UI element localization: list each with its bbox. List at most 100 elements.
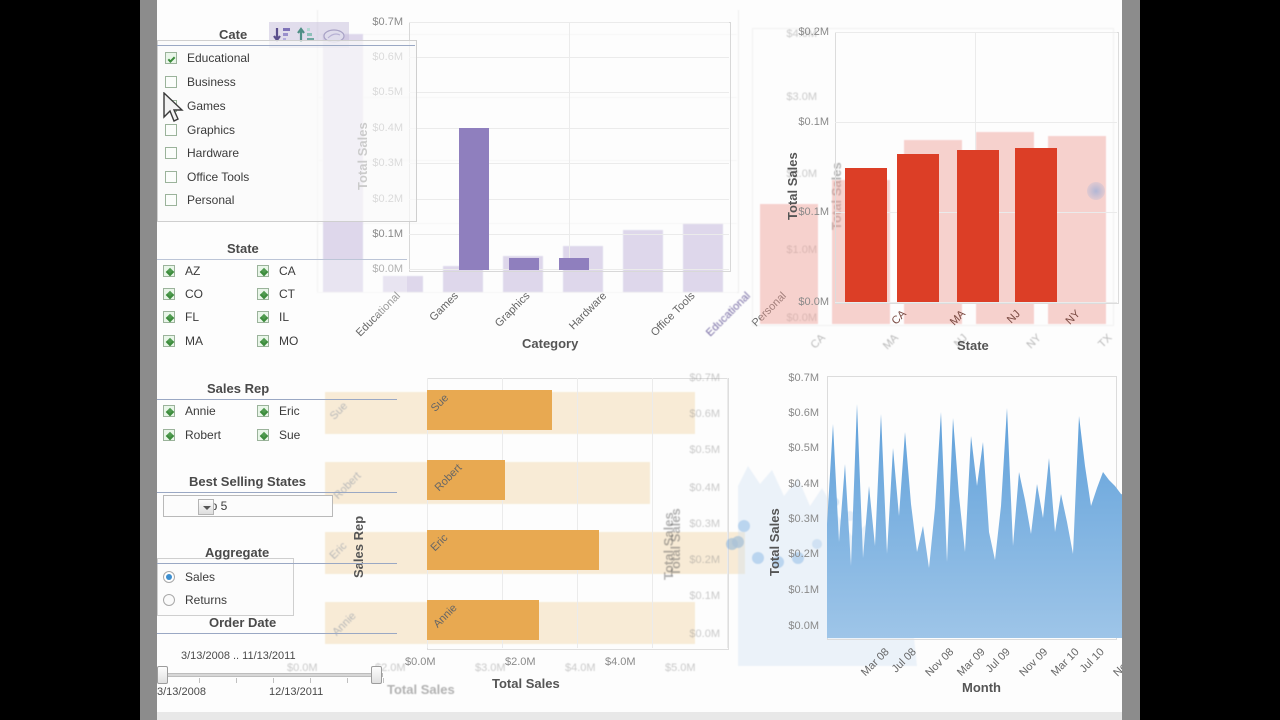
ytick-state-1b: $0.1M: [798, 206, 829, 218]
checkbox-educational[interactable]: [165, 52, 177, 64]
xtick-mo-4: Jul 09: [983, 646, 1013, 676]
ytick-back-cat-3: $3.0M: [786, 91, 817, 103]
xaxis-title-back-salesrep: Total Sales: [387, 682, 455, 697]
ytick-back-cat-2: $2.0M: [786, 168, 817, 180]
salesrep-label-annie: Annie: [185, 404, 216, 418]
checkbox-il[interactable]: [257, 311, 269, 323]
bar-state-ny[interactable]: [1015, 148, 1057, 302]
bar-back-games[interactable]: [443, 266, 483, 292]
category-filter-title: Cate: [219, 27, 248, 42]
bar-back-state-tx[interactable]: [1048, 136, 1106, 324]
ytick-cat-1: $0.1M: [372, 228, 403, 240]
checkbox-sue[interactable]: [257, 429, 269, 441]
hover-highlight-dot: [1087, 182, 1105, 200]
checkbox-ct[interactable]: [257, 288, 269, 300]
ytick-mo-2: $0.2M: [788, 548, 819, 560]
ytick-state-1: $0.1M: [798, 116, 829, 128]
ytick-mo-6: $0.6M: [788, 407, 819, 419]
xtick-state-4: TX: [1121, 308, 1122, 326]
checkbox-mo[interactable]: [257, 335, 269, 347]
ytick-back-mo-3: $0.3M: [689, 518, 720, 530]
checkbox-hardware[interactable]: [165, 147, 177, 159]
month-area-svg: [827, 404, 1122, 638]
state-filter-title: State: [227, 241, 259, 256]
xtick-rep-1: $2.0M: [505, 656, 536, 668]
xtick-back-rep-3: $4.0M: [565, 662, 596, 674]
order-date-range-text: 3/13/2008 .. 11/13/2011: [181, 650, 296, 662]
ytick-mo-7: $0.7M: [788, 372, 819, 384]
category-label-educational: Educational: [187, 51, 250, 65]
bar-back-state-ca[interactable]: [760, 204, 818, 324]
state-label-il: IL: [279, 310, 290, 324]
bar-back-personal[interactable]: [683, 224, 723, 292]
checkbox-az[interactable]: [163, 265, 175, 277]
window-frame-bottom: [157, 712, 1122, 720]
xtick-mo-2: Nov 08: [923, 646, 957, 680]
checkbox-business[interactable]: [165, 76, 177, 88]
checkbox-robert[interactable]: [163, 429, 175, 441]
checkbox-ca[interactable]: [257, 265, 269, 277]
yaxis-title-salesrep: Sales Rep: [351, 515, 366, 578]
xtick-back-rep-0: $0.0M: [287, 662, 318, 674]
checkbox-co[interactable]: [163, 288, 175, 300]
ytick-back-mo-1: $0.1M: [689, 590, 720, 602]
ytick-state-0: $0.0M: [798, 296, 829, 308]
order-date-slider-ticks: [163, 678, 384, 683]
checkbox-ma[interactable]: [163, 335, 175, 347]
checkbox-graphics[interactable]: [165, 124, 177, 136]
ytick-back-cat-0: $0.0M: [667, 312, 817, 324]
category-label-hardware: Hardware: [187, 146, 240, 160]
hbar-eric[interactable]: [427, 530, 599, 570]
bar-graphics[interactable]: [459, 128, 489, 270]
bar-office-tools[interactable]: [509, 258, 539, 270]
dashboard-canvas: $4.0M $3.0M $2.0M $1.0M $0.0M Total Sale…: [157, 0, 1122, 712]
bar-personal[interactable]: [559, 258, 589, 270]
salesrep-label-eric: Eric: [279, 404, 300, 418]
hbar-annie[interactable]: [427, 600, 539, 640]
order-date-slider-track[interactable]: [163, 673, 383, 677]
window-frame-left: [140, 0, 157, 720]
radio-sales[interactable]: [163, 571, 175, 583]
bar-back-business[interactable]: [383, 276, 423, 292]
xtick-rep-0: $0.0M: [405, 656, 436, 668]
checkbox-office-tools[interactable]: [165, 171, 177, 183]
hbar-sue[interactable]: [427, 390, 552, 430]
hbar-robert[interactable]: [427, 460, 505, 500]
xtick-state-0: CA: [889, 308, 909, 328]
category-filter-panel: [157, 40, 417, 222]
xtick-cat-2: Games: [427, 290, 461, 324]
bar-state-nj[interactable]: [957, 150, 999, 302]
checkbox-eric[interactable]: [257, 405, 269, 417]
salesrep-label-sue: Sue: [279, 428, 301, 442]
bar-state-ca[interactable]: [845, 168, 887, 302]
checkbox-fl[interactable]: [163, 311, 175, 323]
aggregate-panel: [157, 558, 294, 616]
radio-returns[interactable]: [163, 594, 175, 606]
bar-state-ma[interactable]: [897, 154, 939, 302]
ytick-back-mo-2: $0.2M: [689, 554, 720, 566]
xtick-mo-6: Mar 10: [1049, 646, 1082, 679]
order-date-slider-thumb-max[interactable]: [371, 666, 382, 684]
xtick-state-2: NJ: [1004, 308, 1023, 326]
ytick-mo-1: $0.1M: [788, 584, 819, 596]
checkbox-personal[interactable]: [165, 194, 177, 206]
xtick-rep-2: $4.0M: [605, 656, 636, 668]
bar-back-office-tools[interactable]: [623, 230, 663, 292]
xaxis-title-category: Category: [522, 336, 579, 351]
salesrep-filter-title: Sales Rep: [207, 381, 270, 396]
ytick-back-mo-4: $0.4M: [689, 482, 720, 494]
state-filter-panel: [157, 259, 407, 315]
checkbox-annie[interactable]: [163, 405, 175, 417]
eraser-icon[interactable]: [323, 28, 345, 46]
xtick-cat-5: Office Tools: [648, 290, 698, 339]
chart-category-back-yaxis: $4.0M $3.0M $2.0M $1.0M $0.0M Total Sale…: [667, 0, 847, 340]
xtick-back-rep-2: $3.0M: [475, 662, 506, 674]
state-label-fl: FL: [185, 310, 200, 324]
order-date-slider-thumb-min[interactable]: [157, 666, 168, 684]
xtick-mo-8: Nov 10: [1111, 646, 1122, 680]
xaxis-title-state: State: [957, 338, 989, 353]
chevron-down-icon[interactable]: [198, 499, 214, 515]
chart-month-front: $0.7M $0.6M $0.5M $0.4M $0.3M $0.2M $0.1…: [717, 368, 1122, 698]
ytick-back-mo-6: $0.6M: [689, 408, 720, 420]
best-selling-states-select[interactable]: Top 5: [163, 495, 333, 517]
